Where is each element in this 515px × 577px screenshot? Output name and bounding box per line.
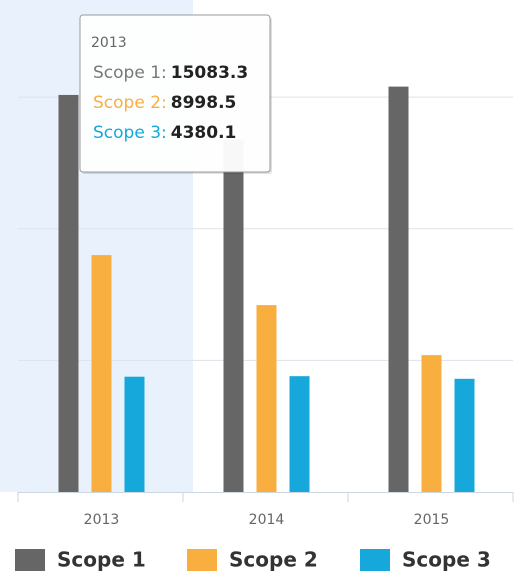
tooltip-row: Scope 1: 15083.3 (93, 63, 248, 83)
tooltip-title: 2013 (91, 35, 127, 51)
bar (223, 139, 244, 492)
x-tick-label: 2014 (249, 512, 285, 528)
tooltip-value: 4380.1 (171, 123, 237, 143)
tooltip-value: 15083.3 (171, 63, 248, 83)
tooltip-label: Scope 1: (93, 63, 167, 83)
legend-swatch (360, 549, 390, 571)
legend-label: Scope 2 (229, 548, 318, 572)
legend-swatch (15, 549, 45, 571)
bar (289, 376, 310, 492)
x-tick-label: 2013 (84, 512, 120, 528)
tooltip-label: Scope 2: (93, 93, 167, 113)
bar (256, 305, 277, 492)
legend-label: Scope 3 (402, 548, 491, 572)
bar (454, 378, 475, 492)
bar (58, 94, 79, 492)
legend-swatch (187, 549, 217, 571)
tooltip-label: Scope 3: (93, 123, 167, 143)
tooltip-row: Scope 2: 8998.5 (93, 93, 236, 113)
bar (124, 376, 145, 492)
tooltip-row: Scope 3: 4380.1 (93, 123, 236, 143)
bar (91, 255, 112, 492)
bar (388, 86, 409, 492)
bar (421, 355, 442, 492)
x-tick-label: 2015 (414, 512, 450, 528)
legend-label: Scope 1 (57, 548, 146, 572)
tooltip-value: 8998.5 (171, 93, 237, 113)
tooltip-box (79, 14, 271, 173)
